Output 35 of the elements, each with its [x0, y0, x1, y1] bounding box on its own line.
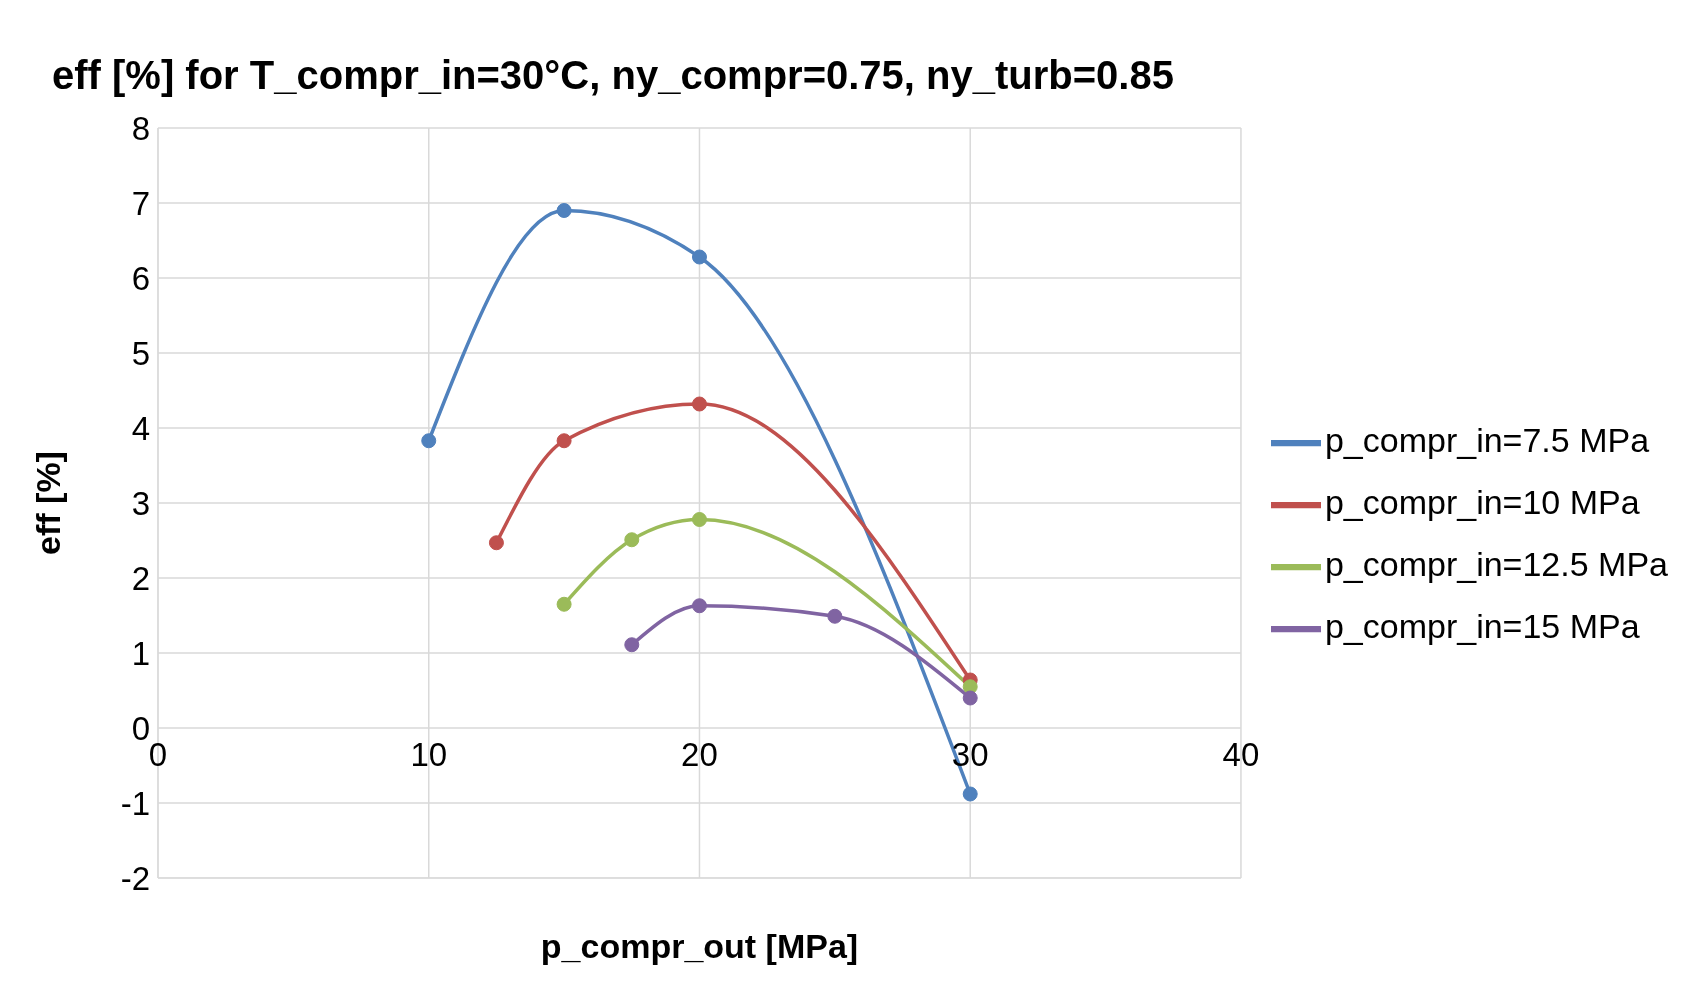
- point: [421, 433, 437, 449]
- x-tick-label: 40: [1222, 736, 1260, 773]
- point: [556, 203, 572, 218]
- y-tick-label: 6: [131, 259, 150, 297]
- y-tick-label: 3: [131, 484, 150, 522]
- point: [827, 608, 843, 624]
- x-tick-label: 20: [681, 736, 718, 773]
- point: [691, 512, 707, 527]
- legend-label: p_compr_in=12.5 MPa: [1324, 545, 1668, 583]
- legend-label: p_compr_in=15 MPa: [1324, 607, 1640, 645]
- point: [962, 786, 978, 802]
- y-tick-label: 0: [131, 709, 150, 747]
- y-tick-label: -2: [120, 859, 150, 897]
- point: [691, 598, 707, 614]
- point: [556, 433, 572, 449]
- point: [488, 535, 504, 551]
- y-tick-label: 7: [131, 184, 150, 222]
- point: [556, 596, 572, 612]
- y-axis-title: eff [%]: [29, 451, 68, 555]
- point: [691, 396, 707, 412]
- y-tick-label: 1: [131, 634, 150, 672]
- point: [624, 637, 640, 653]
- x-tick-label: 10: [410, 736, 448, 773]
- y-tick-label: 4: [131, 409, 150, 447]
- y-tick-label: 5: [131, 334, 150, 372]
- point: [691, 249, 707, 265]
- y-tick-label: 2: [131, 559, 150, 597]
- x-axis-title: p_compr_out [MPa]: [540, 927, 859, 965]
- point: [624, 532, 640, 548]
- y-tick-label: -1: [120, 784, 150, 822]
- legend-label: p_compr_in=10 MPa: [1324, 483, 1640, 521]
- point: [962, 690, 978, 706]
- chart-title: eff [%] for T_compr_in=30°C, ny_compr=0.75, ny_turb=0.85: [52, 53, 1174, 98]
- y-tick-label: 8: [131, 109, 150, 147]
- legend-label: p_compr_in=7.5 MPa: [1324, 421, 1650, 459]
